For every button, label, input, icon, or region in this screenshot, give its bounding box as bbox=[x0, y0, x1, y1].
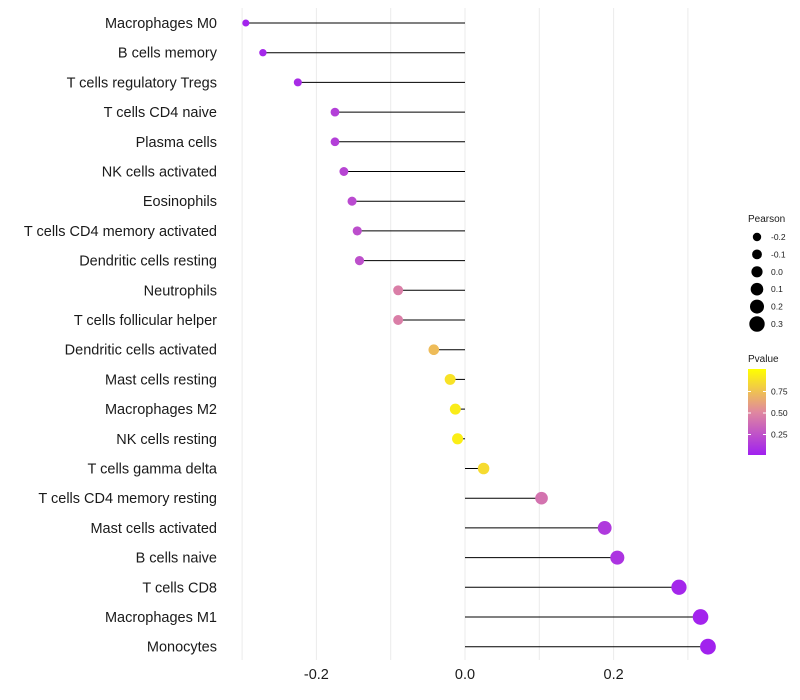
category-label: T cells CD4 memory resting bbox=[38, 491, 217, 507]
point-1 bbox=[259, 49, 267, 57]
stems bbox=[245, 22, 708, 648]
legend-size-label: 0.0 bbox=[771, 267, 783, 277]
grid bbox=[241, 8, 689, 660]
category-label: Eosinophils bbox=[143, 194, 217, 210]
legend-size-dot bbox=[752, 249, 762, 260]
legend-pearson-title: Pearson bbox=[748, 214, 785, 225]
category-label: B cells naive bbox=[136, 551, 217, 567]
point-19 bbox=[671, 579, 687, 595]
legend-size-dot bbox=[751, 266, 763, 278]
x-tick-label: 0.0 bbox=[455, 667, 475, 683]
legend-size-label: 0.1 bbox=[771, 284, 783, 294]
category-labels: Macrophages M0 B cells memory T cells regu… bbox=[24, 16, 218, 656]
category-label: Neutrophils bbox=[144, 283, 217, 299]
category-label: Mast cells activated bbox=[90, 521, 217, 537]
legend-pvalue: Pvalue 0.25 0.50 0.75 bbox=[748, 354, 788, 455]
point-2 bbox=[293, 78, 302, 87]
legend-pearson: Pearson -0.2 -0.1 0.0 0.1 0.2 0.3 bbox=[748, 214, 786, 332]
point-12 bbox=[444, 373, 456, 385]
point-13 bbox=[449, 403, 461, 415]
legend-size-dot bbox=[750, 282, 764, 296]
point-0 bbox=[242, 19, 250, 27]
x-tick-label: 0.2 bbox=[604, 667, 624, 683]
category-label: NK cells resting bbox=[116, 432, 217, 448]
legend-pvalue-title: Pvalue bbox=[748, 354, 779, 365]
legend-size-dot bbox=[752, 232, 762, 242]
point-7 bbox=[352, 226, 362, 236]
point-9 bbox=[393, 285, 404, 296]
point-11 bbox=[428, 344, 440, 356]
category-label: NK cells activated bbox=[102, 165, 217, 181]
point-15 bbox=[477, 462, 490, 475]
legend-size-label: -0.2 bbox=[771, 232, 786, 242]
category-label: B cells memory bbox=[118, 46, 218, 62]
point-17 bbox=[597, 520, 612, 535]
point-18 bbox=[610, 550, 625, 565]
x-tick-label: -0.2 bbox=[304, 667, 329, 683]
points bbox=[242, 19, 716, 655]
category-label: Dendritic cells activated bbox=[65, 343, 217, 359]
category-label: Macrophages M1 bbox=[105, 610, 217, 626]
category-label: Plasma cells bbox=[136, 135, 217, 151]
category-label: Mast cells resting bbox=[105, 372, 217, 388]
category-label: T cells CD4 memory activated bbox=[24, 224, 217, 240]
category-label: Dendritic cells resting bbox=[79, 254, 217, 270]
pvalue-colorbar bbox=[748, 369, 766, 455]
x-axis-ticks: -0.2 0.0 0.2 bbox=[304, 667, 624, 683]
category-label: T cells CD4 naive bbox=[104, 105, 217, 121]
point-14 bbox=[452, 433, 464, 445]
point-5 bbox=[339, 167, 349, 176]
point-8 bbox=[354, 255, 365, 266]
point-4 bbox=[330, 137, 340, 147]
category-label: T cells follicular helper bbox=[74, 313, 217, 329]
legend-color-label: 0.75 bbox=[771, 387, 788, 397]
legend-size-dot bbox=[750, 299, 764, 314]
category-label: Macrophages M0 bbox=[105, 16, 217, 32]
legend-color-label: 0.50 bbox=[771, 408, 788, 418]
category-label: T cells regulatory Tregs bbox=[67, 75, 217, 91]
legend-color-label: 0.25 bbox=[771, 430, 788, 440]
category-label: Monocytes bbox=[147, 640, 217, 656]
point-21 bbox=[700, 638, 716, 655]
legend-size-label: 0.3 bbox=[771, 319, 783, 329]
point-3 bbox=[330, 107, 340, 117]
category-label: T cells CD8 bbox=[142, 580, 217, 596]
point-16 bbox=[535, 491, 548, 505]
legend-size-label: -0.1 bbox=[771, 249, 786, 259]
category-label: Macrophages M2 bbox=[105, 402, 217, 418]
point-10 bbox=[393, 315, 404, 325]
point-6 bbox=[347, 196, 357, 206]
category-label: T cells gamma delta bbox=[88, 462, 218, 478]
legend-size-label: 0.2 bbox=[771, 302, 783, 312]
point-20 bbox=[692, 609, 709, 625]
legend-size-dot bbox=[749, 316, 765, 332]
